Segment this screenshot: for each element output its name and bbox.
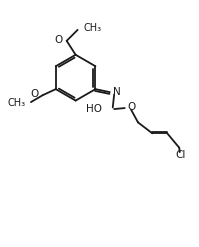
Text: HO: HO bbox=[86, 104, 102, 114]
Text: CH₃: CH₃ bbox=[84, 23, 102, 33]
Text: N: N bbox=[113, 87, 121, 97]
Text: CH₃: CH₃ bbox=[7, 98, 25, 108]
Text: Cl: Cl bbox=[175, 150, 185, 160]
Text: O: O bbox=[55, 35, 63, 45]
Text: O: O bbox=[127, 103, 135, 112]
Text: O: O bbox=[30, 89, 38, 99]
